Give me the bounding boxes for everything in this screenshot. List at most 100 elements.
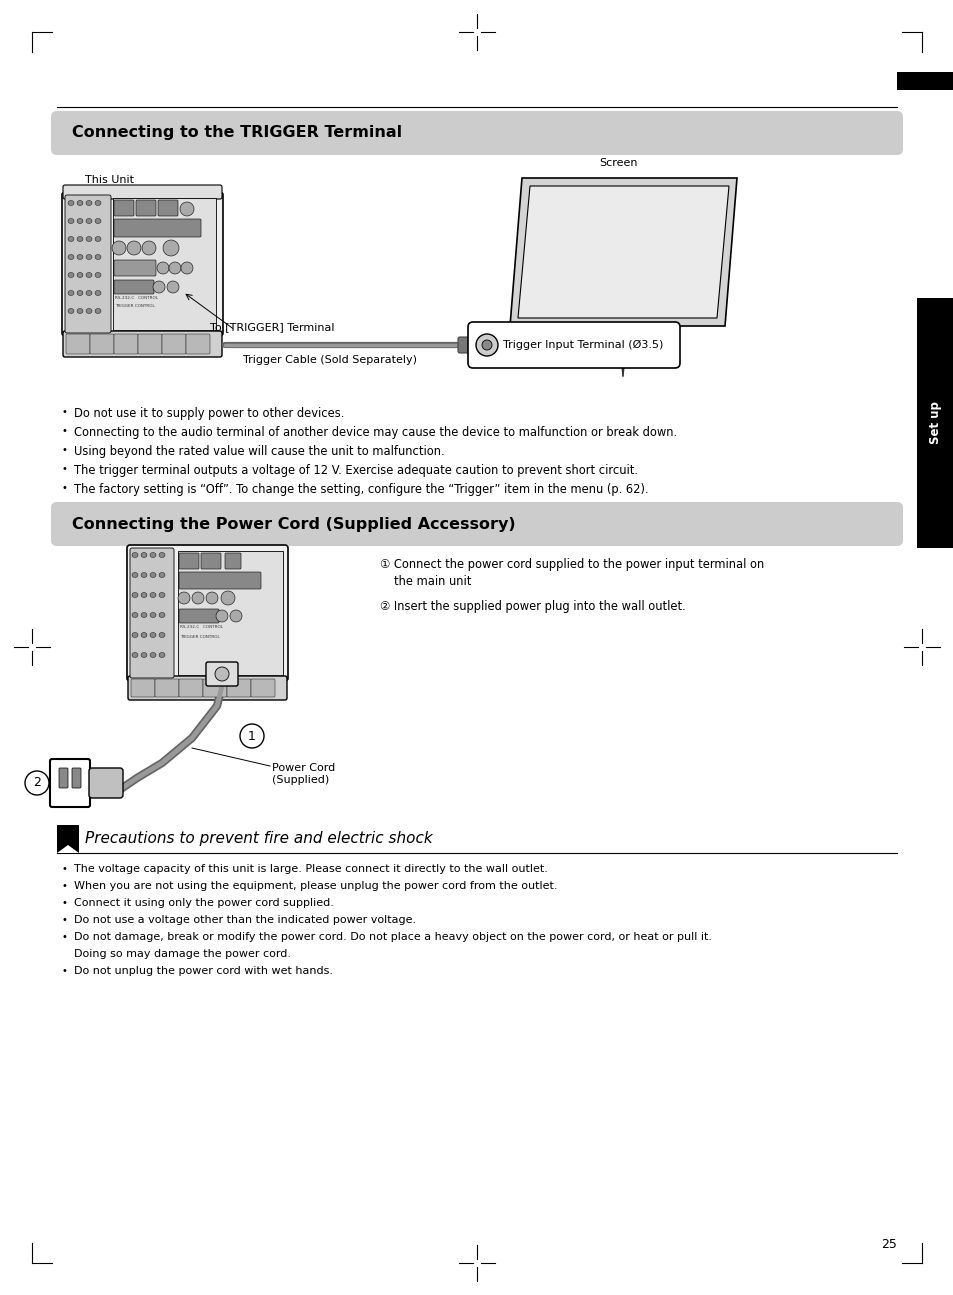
FancyBboxPatch shape bbox=[203, 679, 227, 697]
Text: •: • bbox=[62, 881, 68, 891]
FancyBboxPatch shape bbox=[90, 334, 113, 354]
FancyBboxPatch shape bbox=[59, 768, 68, 787]
Text: •: • bbox=[62, 966, 68, 976]
Ellipse shape bbox=[86, 237, 91, 241]
FancyBboxPatch shape bbox=[162, 334, 186, 354]
Circle shape bbox=[127, 241, 141, 255]
Circle shape bbox=[215, 610, 228, 622]
Text: •: • bbox=[62, 426, 68, 436]
Ellipse shape bbox=[132, 632, 138, 637]
Text: Connecting the Power Cord (Supplied Accessory): Connecting the Power Cord (Supplied Acce… bbox=[71, 517, 515, 531]
Ellipse shape bbox=[77, 272, 83, 277]
Circle shape bbox=[481, 341, 492, 350]
Ellipse shape bbox=[141, 632, 147, 637]
Text: Do not unplug the power cord with wet hands.: Do not unplug the power cord with wet ha… bbox=[74, 966, 333, 976]
Ellipse shape bbox=[150, 572, 156, 578]
Ellipse shape bbox=[141, 613, 147, 618]
FancyBboxPatch shape bbox=[179, 572, 261, 589]
Circle shape bbox=[167, 281, 179, 293]
Circle shape bbox=[157, 262, 169, 275]
Text: 25: 25 bbox=[881, 1238, 896, 1251]
Ellipse shape bbox=[86, 308, 91, 313]
FancyBboxPatch shape bbox=[227, 679, 251, 697]
Text: The voltage capacity of this unit is large. Please connect it directly to the wa: The voltage capacity of this unit is lar… bbox=[74, 864, 547, 874]
Ellipse shape bbox=[68, 201, 74, 206]
Ellipse shape bbox=[77, 219, 83, 224]
FancyBboxPatch shape bbox=[896, 73, 953, 89]
FancyBboxPatch shape bbox=[65, 196, 111, 333]
FancyBboxPatch shape bbox=[50, 759, 90, 807]
Ellipse shape bbox=[132, 593, 138, 597]
Ellipse shape bbox=[95, 255, 101, 259]
Ellipse shape bbox=[95, 272, 101, 277]
Ellipse shape bbox=[86, 272, 91, 277]
FancyBboxPatch shape bbox=[113, 260, 156, 276]
Text: Connecting to the audio terminal of another device may cause the device to malfu: Connecting to the audio terminal of anot… bbox=[74, 426, 677, 439]
Text: RS-232-C   CONTROL: RS-232-C CONTROL bbox=[115, 297, 158, 300]
Text: •: • bbox=[62, 483, 68, 493]
Text: ① Connect the power cord supplied to the power input terminal on: ① Connect the power cord supplied to the… bbox=[379, 558, 763, 571]
Text: •: • bbox=[62, 407, 68, 417]
Text: To [TRIGGER] Terminal: To [TRIGGER] Terminal bbox=[210, 322, 335, 332]
Text: TRIGGER CONTROL: TRIGGER CONTROL bbox=[180, 635, 219, 638]
Circle shape bbox=[214, 667, 229, 681]
FancyBboxPatch shape bbox=[186, 334, 210, 354]
Text: RS-232-C   CONTROL: RS-232-C CONTROL bbox=[180, 625, 223, 629]
Text: •: • bbox=[62, 864, 68, 874]
Ellipse shape bbox=[141, 593, 147, 597]
Ellipse shape bbox=[86, 219, 91, 224]
Text: When you are not using the equipment, please unplug the power cord from the outl: When you are not using the equipment, pl… bbox=[74, 881, 557, 891]
FancyBboxPatch shape bbox=[179, 679, 203, 697]
FancyBboxPatch shape bbox=[130, 548, 173, 679]
FancyBboxPatch shape bbox=[158, 199, 178, 216]
Text: Power Cord
(Supplied): Power Cord (Supplied) bbox=[272, 763, 335, 785]
Text: The factory setting is “Off”. To change the setting, configure the “Trigger” ite: The factory setting is “Off”. To change … bbox=[74, 483, 648, 496]
Ellipse shape bbox=[132, 613, 138, 618]
FancyBboxPatch shape bbox=[251, 679, 274, 697]
FancyBboxPatch shape bbox=[113, 280, 153, 294]
FancyBboxPatch shape bbox=[138, 334, 162, 354]
Text: Connecting to the TRIGGER Terminal: Connecting to the TRIGGER Terminal bbox=[71, 126, 402, 140]
FancyBboxPatch shape bbox=[136, 199, 156, 216]
Polygon shape bbox=[57, 846, 79, 853]
Ellipse shape bbox=[132, 572, 138, 578]
FancyBboxPatch shape bbox=[71, 768, 81, 787]
FancyBboxPatch shape bbox=[89, 768, 123, 798]
Text: the main unit: the main unit bbox=[394, 575, 471, 588]
Circle shape bbox=[178, 592, 190, 603]
Circle shape bbox=[240, 724, 264, 749]
Circle shape bbox=[25, 771, 49, 795]
Text: •: • bbox=[62, 445, 68, 455]
Ellipse shape bbox=[68, 308, 74, 313]
Text: •: • bbox=[62, 897, 68, 908]
Text: •: • bbox=[62, 464, 68, 474]
Text: Trigger Input Terminal (Ø3.5): Trigger Input Terminal (Ø3.5) bbox=[502, 339, 662, 350]
Ellipse shape bbox=[77, 290, 83, 295]
Circle shape bbox=[230, 610, 242, 622]
Circle shape bbox=[476, 334, 497, 356]
FancyBboxPatch shape bbox=[179, 609, 219, 623]
Text: Set up: Set up bbox=[928, 401, 941, 444]
FancyBboxPatch shape bbox=[179, 553, 199, 569]
Ellipse shape bbox=[159, 593, 165, 597]
Ellipse shape bbox=[95, 219, 101, 224]
Ellipse shape bbox=[132, 553, 138, 558]
Circle shape bbox=[152, 281, 165, 293]
Text: ② Insert the supplied power plug into the wall outlet.: ② Insert the supplied power plug into th… bbox=[379, 600, 685, 613]
Text: Doing so may damage the power cord.: Doing so may damage the power cord. bbox=[74, 949, 291, 960]
FancyBboxPatch shape bbox=[225, 553, 241, 569]
Ellipse shape bbox=[95, 237, 101, 241]
Ellipse shape bbox=[86, 255, 91, 259]
Text: Do not use it to supply power to other devices.: Do not use it to supply power to other d… bbox=[74, 407, 344, 420]
Ellipse shape bbox=[150, 653, 156, 658]
Ellipse shape bbox=[159, 553, 165, 558]
Circle shape bbox=[169, 262, 181, 275]
Ellipse shape bbox=[77, 255, 83, 259]
FancyBboxPatch shape bbox=[62, 192, 223, 335]
Text: TRIGGER CONTROL: TRIGGER CONTROL bbox=[115, 304, 154, 308]
Circle shape bbox=[142, 241, 156, 255]
Text: Using beyond the rated value will cause the unit to malfunction.: Using beyond the rated value will cause … bbox=[74, 445, 444, 458]
FancyBboxPatch shape bbox=[468, 322, 679, 368]
Ellipse shape bbox=[68, 255, 74, 259]
FancyBboxPatch shape bbox=[112, 198, 215, 330]
